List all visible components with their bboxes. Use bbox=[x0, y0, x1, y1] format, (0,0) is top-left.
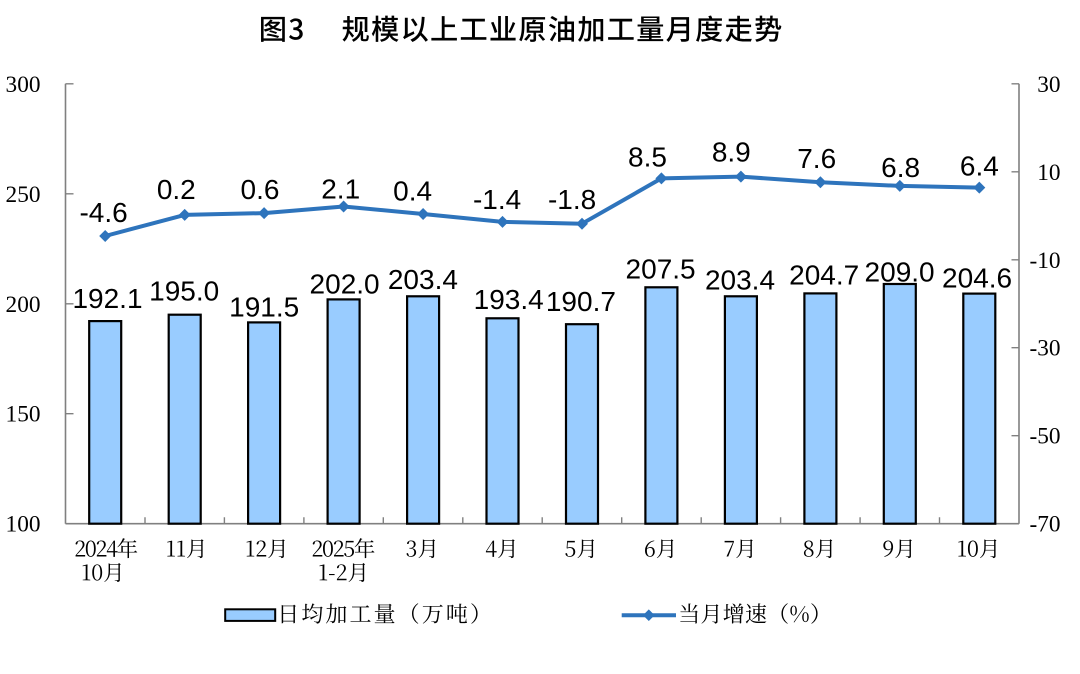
svg-text:10: 10 bbox=[1037, 160, 1060, 186]
svg-text:203.4: 203.4 bbox=[705, 265, 775, 296]
svg-text:207.5: 207.5 bbox=[626, 254, 696, 285]
svg-text:0.2: 0.2 bbox=[157, 174, 196, 205]
svg-text:193.4: 193.4 bbox=[474, 284, 544, 315]
svg-text:0.4: 0.4 bbox=[393, 176, 432, 207]
svg-text:0.6: 0.6 bbox=[241, 174, 280, 205]
svg-text:100: 100 bbox=[6, 512, 41, 538]
svg-text:-1.8: -1.8 bbox=[548, 184, 596, 215]
svg-text:190.7: 190.7 bbox=[546, 286, 616, 317]
svg-text:-10: -10 bbox=[1029, 248, 1060, 274]
svg-text:30: 30 bbox=[1037, 72, 1060, 98]
svg-text:204.6: 204.6 bbox=[942, 263, 1012, 294]
svg-text:191.5: 191.5 bbox=[229, 292, 299, 323]
svg-text:-70: -70 bbox=[1029, 512, 1060, 538]
svg-text:7.6: 7.6 bbox=[797, 143, 836, 174]
svg-text:-50: -50 bbox=[1029, 424, 1060, 450]
svg-text:250: 250 bbox=[6, 182, 41, 208]
svg-text:195.0: 195.0 bbox=[149, 275, 219, 306]
svg-text:8.9: 8.9 bbox=[712, 137, 751, 168]
svg-text:203.4: 203.4 bbox=[388, 264, 458, 295]
svg-text:-1.4: -1.4 bbox=[473, 184, 521, 215]
svg-text:2.1: 2.1 bbox=[321, 173, 360, 204]
svg-text:200: 200 bbox=[6, 292, 41, 318]
svg-text:209.0: 209.0 bbox=[865, 257, 935, 288]
svg-text:202.0: 202.0 bbox=[310, 268, 380, 299]
svg-text:-4.6: -4.6 bbox=[79, 197, 127, 228]
svg-text:204.7: 204.7 bbox=[789, 260, 859, 291]
svg-text:192.1: 192.1 bbox=[72, 283, 142, 314]
svg-text:150: 150 bbox=[6, 402, 41, 428]
svg-text:6.4: 6.4 bbox=[960, 151, 999, 182]
svg-text:300: 300 bbox=[6, 72, 41, 98]
svg-text:8.5: 8.5 bbox=[628, 142, 667, 173]
svg-text:-30: -30 bbox=[1029, 336, 1060, 362]
svg-text:6.8: 6.8 bbox=[881, 152, 920, 183]
